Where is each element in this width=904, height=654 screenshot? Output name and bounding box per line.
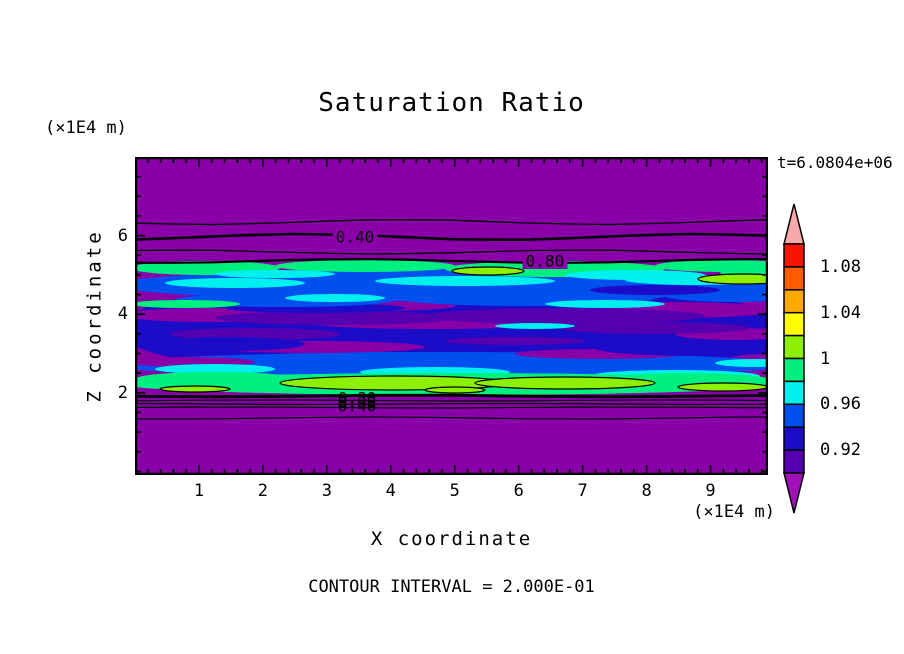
contour-label-backing [332, 229, 378, 245]
streak-cyan [545, 300, 665, 308]
x-tick-label: 8 [641, 481, 652, 501]
streak-chartreuse [474, 376, 656, 390]
colorbar-cell [783, 380, 805, 406]
streak-cyan [285, 294, 385, 302]
colorbar-label: 1.04 [820, 302, 861, 323]
colorbar-cell [783, 266, 805, 291]
streak-chartreuse [697, 273, 768, 285]
colorbar-label: 1 [820, 348, 831, 369]
z-axis-unit: (×1E4 m) [45, 118, 127, 138]
x-tick-label: 2 [257, 481, 269, 501]
streak-indigo [425, 308, 705, 324]
colorbar-cell [783, 357, 805, 383]
streak-navy [595, 340, 768, 356]
colorbar-cell [783, 334, 805, 360]
x-axis-unit: (×1E4 m) [693, 502, 775, 522]
streak-springgreen [275, 260, 455, 272]
plot-title: Saturation Ratio [318, 88, 585, 118]
x-tick-label: 1 [193, 481, 205, 501]
streak-cyan [495, 323, 575, 329]
x-tick-label: 4 [385, 481, 396, 501]
colorbar-cell [783, 289, 805, 314]
streak-cyan [715, 359, 768, 367]
x-axis-label: X coordinate [370, 528, 533, 550]
streak-indigo [215, 311, 455, 325]
contour-line [135, 249, 768, 255]
streak-indigo [560, 322, 750, 334]
x-tick-label: 6 [513, 481, 524, 501]
streak-chartreuse [159, 385, 231, 393]
colorbar [783, 202, 807, 514]
streak-cyan [565, 270, 705, 280]
streak-springgreen [135, 300, 240, 308]
x-tick-label: 3 [321, 481, 332, 501]
streak-chartreuse [424, 386, 486, 394]
colorbar-label: 0.92 [820, 440, 861, 461]
colorbar-label: 0.96 [820, 394, 861, 415]
colorbar-arrow-down [783, 472, 805, 514]
streak-navy [145, 337, 305, 351]
x-tick-label: 5 [449, 481, 460, 501]
contour-line [135, 406, 768, 409]
streak-indigo [170, 328, 340, 340]
plot-frame [135, 157, 768, 475]
streak-indigo [445, 337, 585, 345]
contour-label: 0.40 [336, 228, 375, 247]
colorbar-label: 1.08 [820, 256, 861, 277]
contour-plot: 0.40 0.80 0.80 0.60 0.40 [135, 157, 768, 475]
contour-line [135, 257, 768, 264]
contour-line [135, 219, 768, 226]
streak-cyan [155, 364, 275, 374]
z-tick-label: 4 [117, 304, 128, 325]
streak-blue [520, 359, 750, 373]
time-annotation: t=6.0804e+06 [777, 153, 893, 172]
contour-line [135, 399, 768, 402]
x-tick-label: 7 [577, 481, 588, 501]
streak-cyan [165, 278, 305, 288]
contour-interval-note: CONTOUR INTERVAL = 2.000E-01 [308, 577, 595, 597]
x-tick-label: 9 [705, 481, 716, 501]
contour-label: 0.40 [338, 397, 377, 416]
contour-line [135, 416, 768, 420]
contour-label-backing [522, 253, 568, 269]
contour-line [135, 402, 768, 406]
colorbar-cell [783, 449, 805, 474]
streak-cyan [215, 270, 335, 278]
contour-line [135, 232, 768, 242]
contour-field: 0.400.800.800.600.40 [135, 157, 768, 475]
z-tick-label: 2 [117, 382, 128, 403]
contour-label: 0.80 [338, 389, 377, 408]
colorbar-cell [783, 311, 805, 337]
streak-springgreen [135, 372, 295, 386]
contour-line [135, 393, 768, 399]
colorbar-arrow-up [783, 203, 805, 245]
streak-blue [275, 352, 515, 368]
colorbar-cell [783, 403, 805, 428]
streak-navy [590, 285, 720, 295]
streak-chartreuse [677, 382, 768, 392]
z-tick-label: 6 [117, 225, 128, 246]
streak-chartreuse [451, 266, 525, 276]
colorbar-cell [783, 243, 805, 268]
colorbar-cell [783, 426, 805, 451]
contour-label: 0.80 [526, 252, 565, 271]
contour-label: 0.60 [338, 393, 377, 412]
streak-cyan [375, 276, 555, 286]
saturation-streaks [135, 260, 768, 395]
colorbar-scale [783, 203, 805, 514]
